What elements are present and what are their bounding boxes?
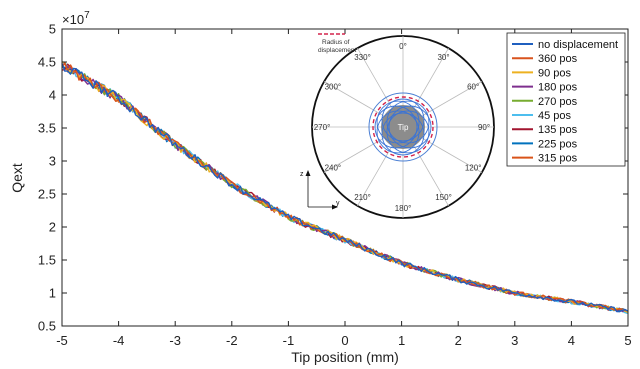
legend-label: 90 pos (538, 67, 572, 79)
x-tick-label: -2 (226, 333, 238, 348)
inset-position-ring (381, 112, 425, 156)
x-axis: -5 -4 -3 -2 -1 0 1 2 3 4 5 (56, 29, 632, 348)
inset-angle-label: 60° (467, 83, 479, 92)
x-axis-label: Tip position (mm) (291, 349, 399, 365)
inset-angle-label: 330° (354, 53, 371, 62)
inset-position-ring (381, 98, 425, 142)
inset-angle-label: 30° (437, 53, 449, 62)
y-tick-label: 1.5 (38, 253, 56, 268)
inset-position-ring (386, 110, 430, 154)
y-exponent-power: 7 (84, 10, 90, 21)
y-tick-label: 4.5 (38, 55, 56, 70)
x-tick-label: -4 (113, 333, 125, 348)
x-tick-label: 0 (341, 333, 348, 348)
legend-label: 315 pos (538, 153, 578, 165)
inset-angle-label: 120° (465, 164, 482, 173)
x-tick-label: 4 (568, 333, 575, 348)
inset-displacement-circle (372, 96, 434, 158)
inset-diagram: Tip 0° 30° 60° 90° 120° 150° 180° 210° 240° 270° 3… (300, 33, 495, 219)
inset-axes-indicator: z y (300, 170, 340, 210)
inset-angle-label: 300° (325, 83, 342, 92)
series-line-0 (61, 63, 629, 313)
inset-position-ring (376, 100, 420, 144)
inset-angle-label: 0° (399, 42, 407, 51)
inset-legend-label-line1: Radius of (322, 39, 350, 46)
legend-label: 225 pos (538, 138, 578, 150)
legend-label: 135 pos (538, 124, 578, 136)
x-tick-label: -1 (283, 333, 295, 348)
inset-angle-label: 150° (435, 193, 452, 202)
inset-angle-label: 180° (395, 204, 412, 213)
y-tick-label: 3 (49, 154, 56, 169)
legend-label: no displacement (538, 39, 618, 51)
inset-axis-z: z (300, 171, 304, 178)
inset-displaced-positions (374, 98, 432, 156)
inset-angle-label: 240° (325, 164, 342, 173)
y-axis-label: Qext (9, 163, 25, 193)
inset-position-ring (376, 110, 420, 154)
inset-angle-labels: 0° 30° 60° 90° 120° 150° 180° 210° 240° 270° 300° 3… (314, 42, 490, 213)
x-tick-label: 2 (455, 333, 462, 348)
inset-angle-label: 270° (314, 123, 331, 132)
series-layer (61, 61, 629, 315)
y-tick-label: 5 (49, 22, 56, 37)
x-tick-label: -5 (56, 333, 68, 348)
legend-label: 180 pos (538, 82, 578, 94)
inset-inner-ring (368, 92, 438, 162)
legend: no displacement 360 pos 90 pos 180 pos 270 p… (506, 32, 626, 167)
inset-legend-label-line2: displacement (318, 47, 356, 54)
y-axis: 0.5 1 1.5 2 2.5 3 3.5 4 4.5 5 (38, 22, 628, 334)
y-tick-label: 2 (49, 220, 56, 235)
inset-position-ring (388, 105, 432, 149)
y-tick-label: 2.5 (38, 187, 56, 202)
inset-position-ring (386, 100, 430, 144)
legend-label: 360 pos (538, 53, 578, 65)
inset-position-ring (374, 105, 418, 149)
y-tick-label: 1 (49, 286, 56, 301)
x-tick-label: -3 (169, 333, 181, 348)
y-tick-label: 3.5 (38, 121, 56, 136)
y-exponent-label: ×107 (62, 10, 90, 27)
legend-label: 270 pos (538, 96, 578, 108)
inset-axis-y: y (336, 200, 340, 207)
x-tick-label: 3 (511, 333, 518, 348)
y-tick-label: 4 (49, 88, 56, 103)
inset-angle-label: 210° (354, 193, 371, 202)
inset-tip-label: Tip (398, 123, 409, 132)
inset-angle-label: 90° (478, 123, 490, 132)
x-tick-label: 5 (624, 333, 631, 348)
legend-label: 45 pos (538, 110, 572, 122)
y-tick-label: 0.5 (38, 319, 56, 334)
x-tick-label: 1 (398, 333, 405, 348)
